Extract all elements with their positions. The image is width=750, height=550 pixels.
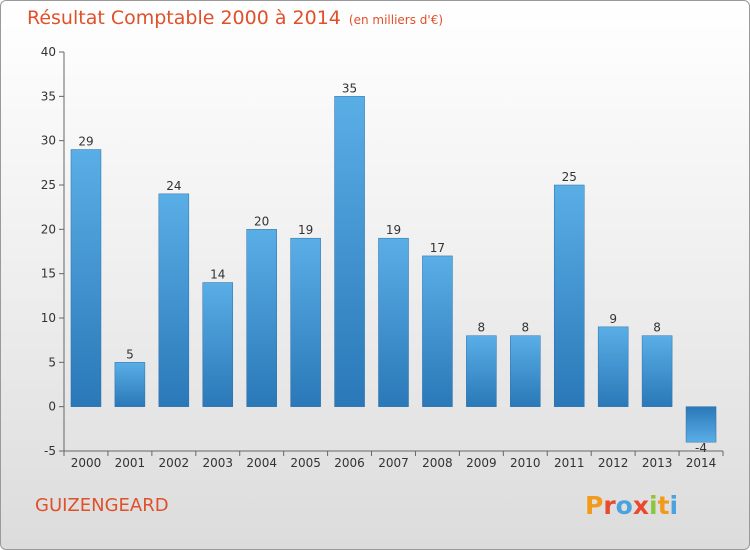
x-tick-label: 2006: [334, 456, 365, 470]
data-label-2000: 29: [78, 135, 93, 149]
data-label-2009: 8: [478, 321, 486, 335]
bar-2008[interactable]: [422, 255, 453, 407]
bars: [70, 96, 717, 443]
y-tick-label: 35: [41, 89, 56, 103]
x-tick-label: 2012: [598, 456, 629, 470]
data-label-2010: 8: [521, 321, 529, 335]
data-label-2002: 24: [166, 179, 181, 193]
data-label-2013: 8: [653, 321, 661, 335]
bar-2010[interactable]: [510, 335, 541, 407]
bar-2013[interactable]: [641, 335, 673, 407]
y-tick-label: 30: [41, 134, 56, 148]
x-tick-label: 2005: [290, 456, 321, 470]
y-tick-label: 0: [48, 400, 56, 414]
data-label-2004: 20: [254, 214, 269, 228]
logo-letter: P: [585, 491, 604, 520]
x-tick-label: 2008: [422, 456, 453, 470]
bar-2002[interactable]: [158, 193, 190, 407]
x-tick-label: 2013: [642, 456, 673, 470]
x-tick-label: 2011: [554, 456, 585, 470]
bar-2006[interactable]: [334, 96, 365, 407]
y-tick-label: 20: [41, 222, 56, 236]
data-label-2014: -4: [695, 441, 707, 455]
chart-title-text: Résultat Comptable 2000 à 2014: [27, 7, 341, 29]
axes: -5 0 5 10 15 20 25 30 35 40 2000 2001 2002 2003 2004 20…: [41, 45, 724, 470]
bar-2007[interactable]: [378, 237, 409, 407]
x-tick-label: 2010: [510, 456, 541, 470]
bar-2011[interactable]: [553, 184, 585, 407]
data-label-2001: 5: [126, 347, 134, 361]
y-tick-label: 10: [41, 311, 56, 325]
logo-letter: r: [603, 491, 616, 520]
bar-2003[interactable]: [202, 282, 234, 407]
x-tick-label: 2001: [115, 456, 146, 470]
data-label-2006: 35: [342, 81, 357, 95]
proxiti-logo[interactable]: Proxiti: [585, 491, 678, 520]
bar-2014[interactable]: [685, 406, 717, 443]
bar-2009[interactable]: [466, 335, 497, 407]
logo-letter: o: [615, 491, 633, 520]
y-tick-label: 15: [41, 267, 56, 281]
logo-letter: t: [657, 491, 670, 520]
chart-title: Résultat Comptable 2000 à 2014 (en millie…: [27, 7, 443, 29]
logo-letter: x: [632, 491, 649, 520]
place-name: GUIZENGEARD: [35, 495, 169, 516]
x-tick-label: 2014: [686, 456, 717, 470]
bar-2001[interactable]: [114, 362, 146, 407]
bar-2012[interactable]: [597, 326, 629, 407]
data-label-2012: 9: [609, 312, 617, 326]
data-labels: 29 5 24 14 20 19 35 19 17 8 8 25 9 8 -4: [78, 81, 707, 455]
y-tick-label: 40: [41, 45, 56, 59]
x-tick-label: 2009: [466, 456, 497, 470]
logo-letter: i: [649, 491, 658, 520]
x-tick-label: 2000: [71, 456, 102, 470]
x-tick-label: 2007: [378, 456, 409, 470]
logo-letter: i: [669, 491, 679, 520]
bar-2005[interactable]: [290, 237, 321, 407]
y-tick-label: 5: [48, 355, 56, 369]
y-tick-label: -5: [44, 444, 56, 458]
y-tick-label: 25: [41, 178, 56, 192]
x-tick-label: 2003: [202, 456, 233, 470]
bar-2004[interactable]: [246, 229, 277, 407]
x-tick-label: 2002: [159, 456, 190, 470]
data-label-2011: 25: [562, 170, 577, 184]
chart-subtitle: (en milliers d'€): [348, 13, 444, 27]
data-label-2005: 19: [298, 223, 313, 237]
data-label-2003: 14: [210, 268, 225, 282]
bar-2000[interactable]: [70, 149, 102, 407]
x-tick-label: 2004: [246, 456, 277, 470]
data-label-2007: 19: [386, 223, 401, 237]
data-label-2008: 17: [430, 241, 445, 255]
